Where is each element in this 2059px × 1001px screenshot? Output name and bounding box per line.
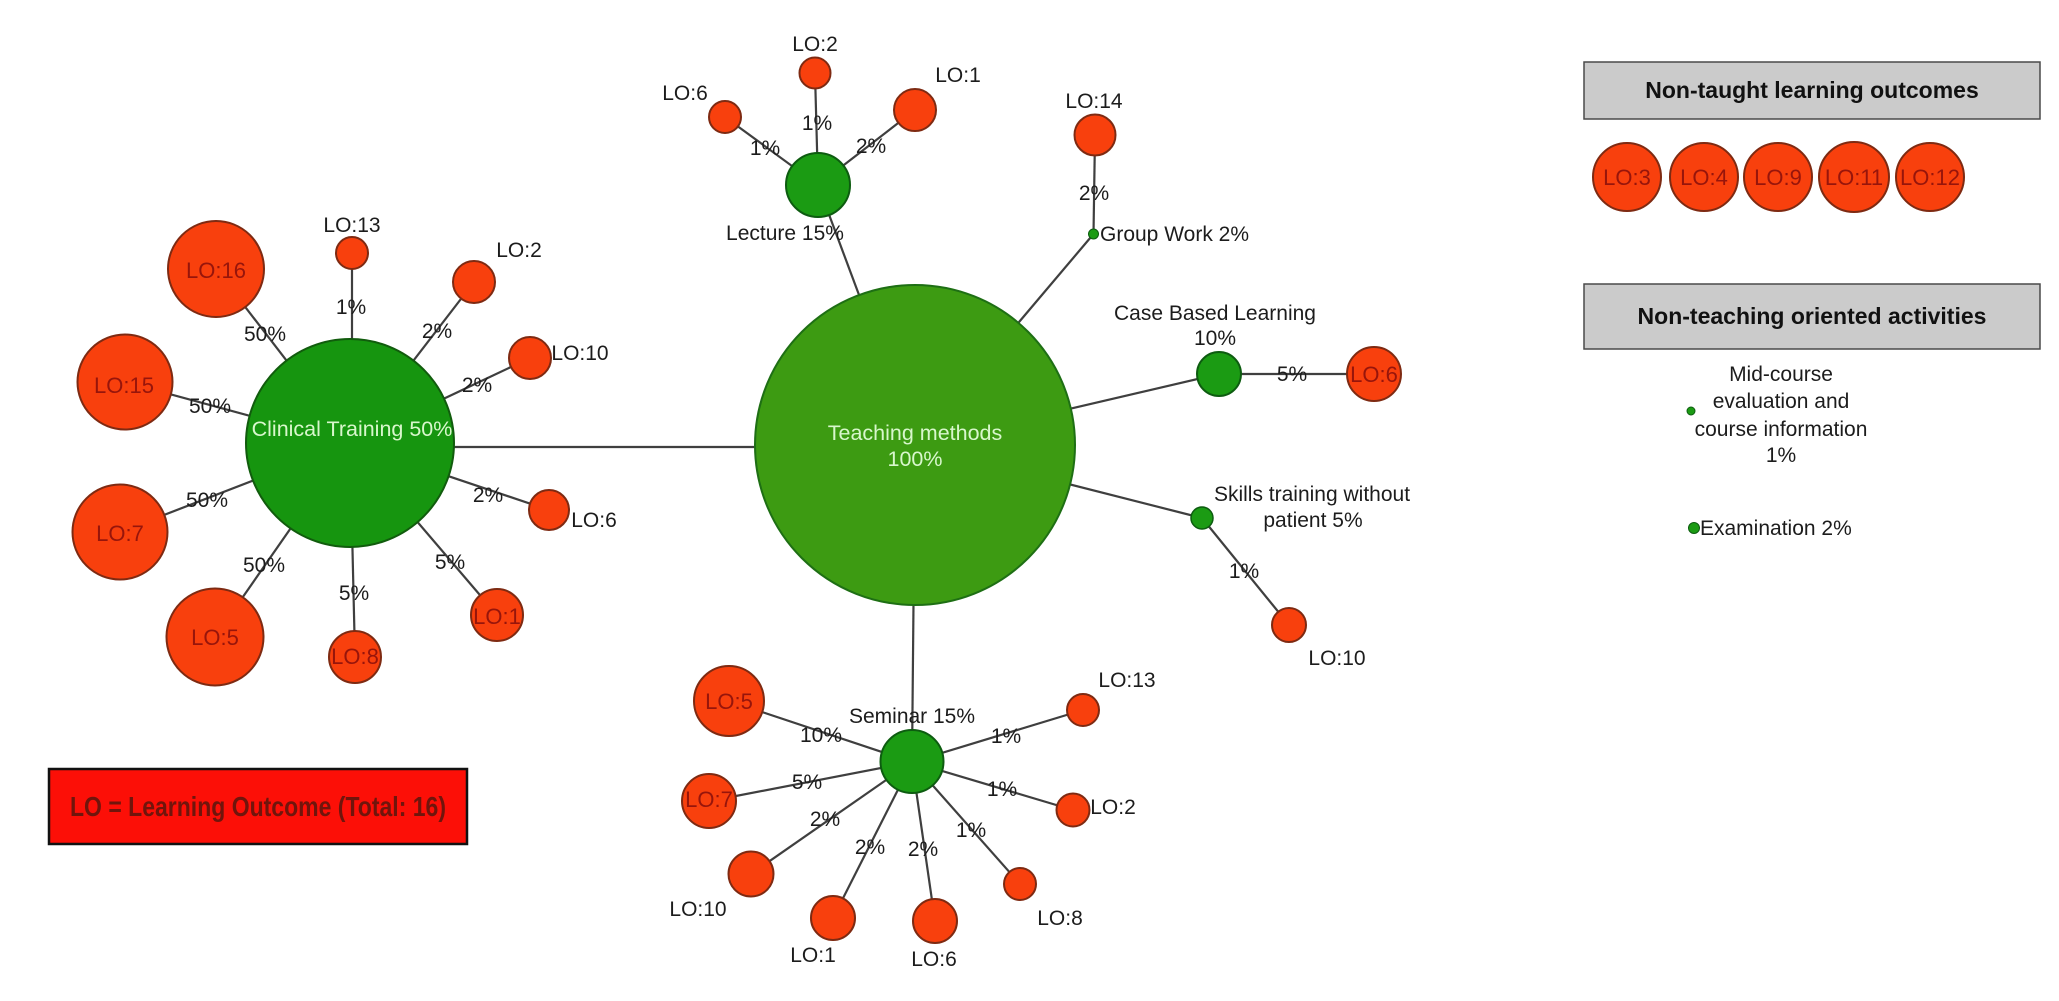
svg-text:Skills training without: Skills training without <box>1214 483 1410 506</box>
svg-text:1%: 1% <box>336 296 366 319</box>
svg-text:5%: 5% <box>792 771 822 794</box>
svg-text:LO:10: LO:10 <box>1308 647 1365 670</box>
svg-text:LO:4: LO:4 <box>1680 165 1728 190</box>
svg-text:Case Based Learning: Case Based Learning <box>1114 302 1316 325</box>
svg-text:LO:5: LO:5 <box>705 689 753 714</box>
svg-text:50%: 50% <box>243 554 285 577</box>
svg-text:LO:7: LO:7 <box>96 521 144 546</box>
svg-text:LO:10: LO:10 <box>669 898 726 921</box>
svg-text:LO:9: LO:9 <box>1754 165 1802 190</box>
svg-text:1%: 1% <box>750 137 780 160</box>
svg-text:LO:12: LO:12 <box>1900 165 1960 190</box>
svg-text:LO = Learning Outcome (Total:: LO = Learning Outcome (Total: 16) <box>70 791 446 822</box>
svg-text:1%: 1% <box>987 778 1017 801</box>
svg-text:LO:2: LO:2 <box>792 33 838 56</box>
svg-text:50%: 50% <box>186 489 228 512</box>
svg-text:2%: 2% <box>856 135 886 158</box>
svg-text:2%: 2% <box>473 484 503 507</box>
svg-text:LO:10: LO:10 <box>551 342 608 365</box>
svg-text:LO:6: LO:6 <box>911 948 957 971</box>
svg-text:LO:13: LO:13 <box>323 214 380 237</box>
svg-text:LO:6: LO:6 <box>662 82 708 105</box>
svg-text:2%: 2% <box>855 836 885 859</box>
svg-text:50%: 50% <box>189 395 231 418</box>
svg-text:Clinical Training 50%: Clinical Training 50% <box>252 417 453 441</box>
svg-text:Group Work 2%: Group Work 2% <box>1100 223 1249 246</box>
svg-text:5%: 5% <box>1277 363 1307 386</box>
svg-text:Non-taught learning outcomes: Non-taught learning outcomes <box>1645 77 1979 103</box>
svg-text:2%: 2% <box>810 808 840 831</box>
svg-text:LO:2: LO:2 <box>1090 796 1136 819</box>
svg-text:Teaching methods: Teaching methods <box>828 421 1003 445</box>
svg-text:LO:6: LO:6 <box>1350 362 1398 387</box>
svg-text:evaluation and: evaluation and <box>1713 390 1850 413</box>
svg-text:patient 5%: patient 5% <box>1263 509 1362 532</box>
svg-text:Examination 2%: Examination 2% <box>1700 517 1852 540</box>
svg-text:Lecture 15%: Lecture 15% <box>726 222 844 245</box>
svg-text:2%: 2% <box>422 320 452 343</box>
svg-text:5%: 5% <box>435 551 465 574</box>
svg-text:LO:8: LO:8 <box>331 644 379 669</box>
svg-text:1%: 1% <box>956 819 986 842</box>
svg-text:LO:1: LO:1 <box>473 604 521 629</box>
svg-text:2%: 2% <box>908 838 938 861</box>
svg-text:LO:3: LO:3 <box>1603 165 1651 190</box>
svg-text:2%: 2% <box>462 374 492 397</box>
svg-text:LO:11: LO:11 <box>1825 165 1883 190</box>
svg-text:LO:15: LO:15 <box>94 373 154 398</box>
svg-text:10%: 10% <box>800 724 842 747</box>
svg-text:1%: 1% <box>802 112 832 135</box>
svg-text:LO:7: LO:7 <box>685 787 733 812</box>
svg-text:1%: 1% <box>1229 560 1259 583</box>
svg-text:50%: 50% <box>244 323 286 346</box>
svg-text:LO:14: LO:14 <box>1065 90 1123 113</box>
svg-text:Seminar 15%: Seminar 15% <box>849 705 975 728</box>
svg-text:100%: 100% <box>888 447 943 471</box>
svg-text:10%: 10% <box>1194 327 1236 350</box>
svg-text:Non-teaching oriented activiti: Non-teaching oriented activities <box>1638 303 1987 329</box>
svg-text:LO:8: LO:8 <box>1037 907 1083 930</box>
svg-text:LO:1: LO:1 <box>790 944 836 967</box>
svg-text:LO:1: LO:1 <box>935 64 981 87</box>
svg-text:LO:16: LO:16 <box>186 258 246 283</box>
svg-text:LO:5: LO:5 <box>191 625 239 650</box>
svg-text:LO:6: LO:6 <box>571 509 617 532</box>
svg-text:Mid-course: Mid-course <box>1729 363 1833 386</box>
svg-text:2%: 2% <box>1079 182 1109 205</box>
svg-text:5%: 5% <box>339 582 369 605</box>
svg-text:1%: 1% <box>991 725 1021 748</box>
svg-text:LO:13: LO:13 <box>1098 669 1155 692</box>
svg-text:1%: 1% <box>1766 444 1796 467</box>
svg-text:LO:2: LO:2 <box>496 239 542 262</box>
svg-text:course information: course information <box>1695 418 1868 441</box>
